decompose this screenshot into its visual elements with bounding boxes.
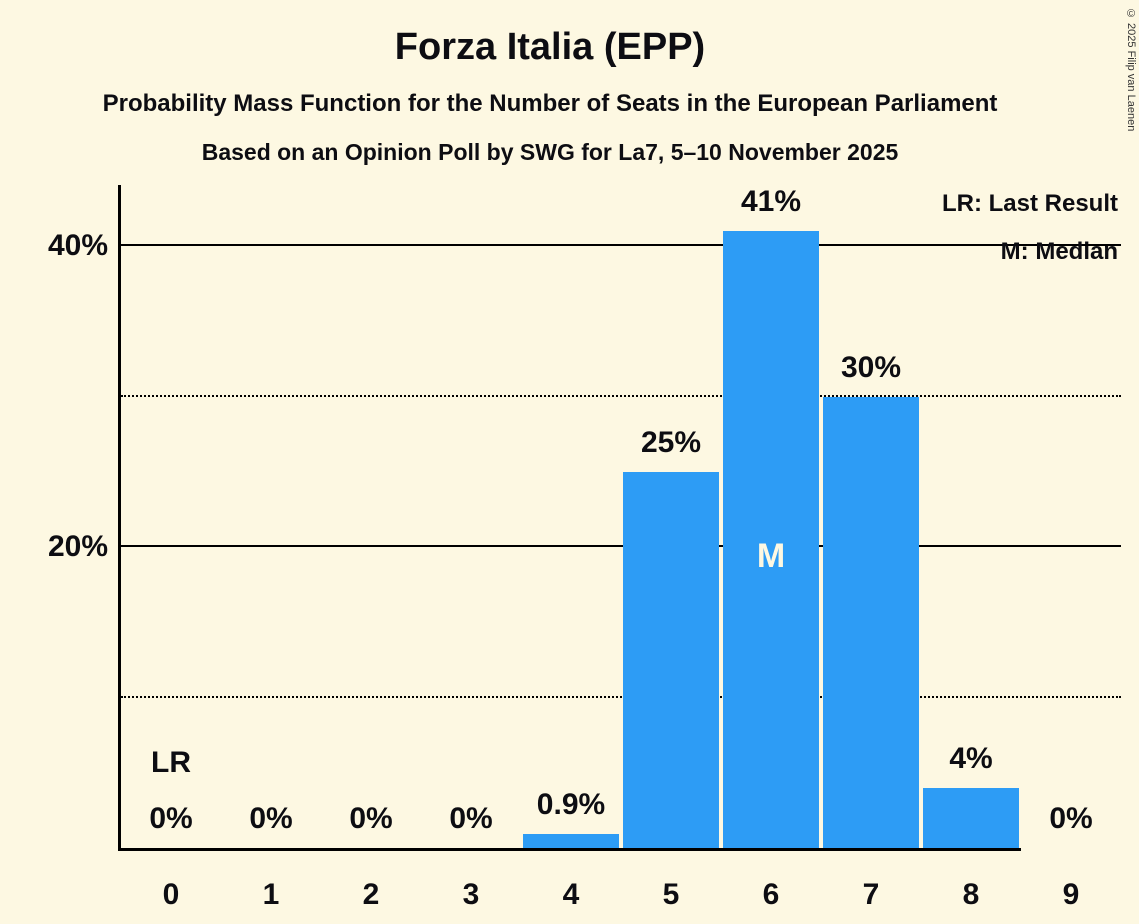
last-result-marker: LR bbox=[151, 746, 191, 779]
median-marker: M bbox=[756, 537, 786, 575]
legend: LR: Last Result M: Median bbox=[942, 180, 1118, 276]
bar-value-label: 0% bbox=[249, 802, 293, 835]
bar-seat-7 bbox=[823, 396, 919, 848]
x-axis-line bbox=[118, 848, 1021, 851]
bar-column-seat-3: 0% 3 bbox=[421, 185, 521, 911]
bar-value-label: 0% bbox=[449, 802, 493, 835]
bar-value-label: 0% bbox=[1049, 802, 1093, 835]
bar-column-seat-2: 0% 2 bbox=[321, 185, 421, 911]
chart-subtitle-source: Based on an Opinion Poll by SWG for La7,… bbox=[201, 139, 899, 165]
bar-value-label: 4% bbox=[949, 741, 993, 775]
solid-gridline-20 bbox=[121, 545, 1121, 547]
legend-last-result: LR: Last Result bbox=[941, 190, 1118, 217]
x-axis-tick-label: 3 bbox=[462, 878, 480, 911]
bar-seat-5 bbox=[623, 471, 719, 848]
bar-seat-4 bbox=[523, 834, 619, 848]
chart-subtitle: Probability Mass Function for the Number… bbox=[102, 90, 998, 117]
x-axis-tick-label: 7 bbox=[862, 878, 880, 911]
chart-title: Forza Italia (EPP) bbox=[394, 26, 706, 68]
bar-value-label: 0% bbox=[349, 802, 393, 835]
x-axis-tick-label: 2 bbox=[362, 878, 380, 911]
bar-value-label: 0.9% bbox=[536, 788, 606, 822]
y-axis-tick-label: 40% bbox=[47, 229, 108, 262]
x-axis-tick-label: 8 bbox=[962, 878, 980, 911]
bar-column-seat-1: 0% 1 bbox=[221, 185, 321, 911]
x-axis-tick-label: 1 bbox=[262, 878, 280, 911]
legend-median: M: Median bbox=[1000, 238, 1118, 265]
x-axis-tick-label: 5 bbox=[662, 878, 680, 911]
bar-column-seat-8: 4% 8 bbox=[921, 185, 1021, 911]
bar-column-seat-5: 25% 5 bbox=[621, 185, 721, 911]
bar-value-label: 25% bbox=[640, 425, 702, 459]
bar-seat-6 bbox=[723, 230, 819, 848]
solid-gridline-40 bbox=[121, 244, 1121, 246]
bar-value-label: 41% bbox=[740, 184, 802, 218]
x-axis-tick-label: 4 bbox=[562, 878, 580, 911]
plot-area: 0% LR 0 0% 1 0% 2 0% 3 0.9% 4 25% 5 41% M 6 30% 7 4% 8 0% 9 bbox=[118, 185, 1121, 911]
x-axis-tick-label: 0 bbox=[162, 878, 180, 911]
bar-column-seat-9: 0% 9 bbox=[1021, 185, 1121, 911]
x-axis-tick-label: 6 bbox=[762, 878, 780, 911]
bar-column-seat-7: 30% 7 bbox=[821, 185, 921, 911]
bar-value-label: 30% bbox=[840, 350, 902, 384]
dotted-gridline-30 bbox=[121, 394, 1121, 397]
bar-column-seat-6: 41% M 6 bbox=[721, 185, 821, 911]
bar-column-seat-0: 0% LR 0 bbox=[121, 185, 221, 911]
x-axis-tick-label: 9 bbox=[1062, 878, 1080, 911]
bar-column-seat-4: 0.9% 4 bbox=[521, 185, 621, 911]
dotted-gridline-10 bbox=[121, 695, 1121, 698]
y-axis-tick-label: 20% bbox=[47, 530, 108, 563]
bar-value-label: 0% bbox=[149, 802, 193, 835]
copyright-notice: © 2025 Filip van Laenen bbox=[1125, 8, 1137, 132]
bar-seat-8 bbox=[923, 787, 1019, 848]
